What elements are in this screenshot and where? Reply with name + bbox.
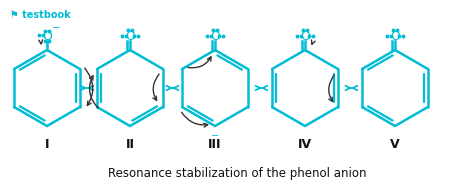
- Text: I: I: [45, 137, 49, 150]
- Text: −: −: [211, 131, 219, 141]
- Text: IV: IV: [298, 137, 312, 150]
- Text: O: O: [42, 29, 52, 42]
- Text: V: V: [390, 137, 400, 150]
- Text: Resonance stabilization of the phenol anion: Resonance stabilization of the phenol an…: [108, 167, 366, 180]
- Text: ⚑ testbook: ⚑ testbook: [10, 10, 71, 20]
- Text: II: II: [126, 137, 135, 150]
- Text: −: −: [52, 23, 60, 33]
- Text: O: O: [125, 29, 135, 42]
- Text: O: O: [210, 29, 220, 42]
- Text: O: O: [300, 29, 310, 42]
- Text: O: O: [390, 29, 400, 42]
- Text: III: III: [208, 137, 222, 150]
